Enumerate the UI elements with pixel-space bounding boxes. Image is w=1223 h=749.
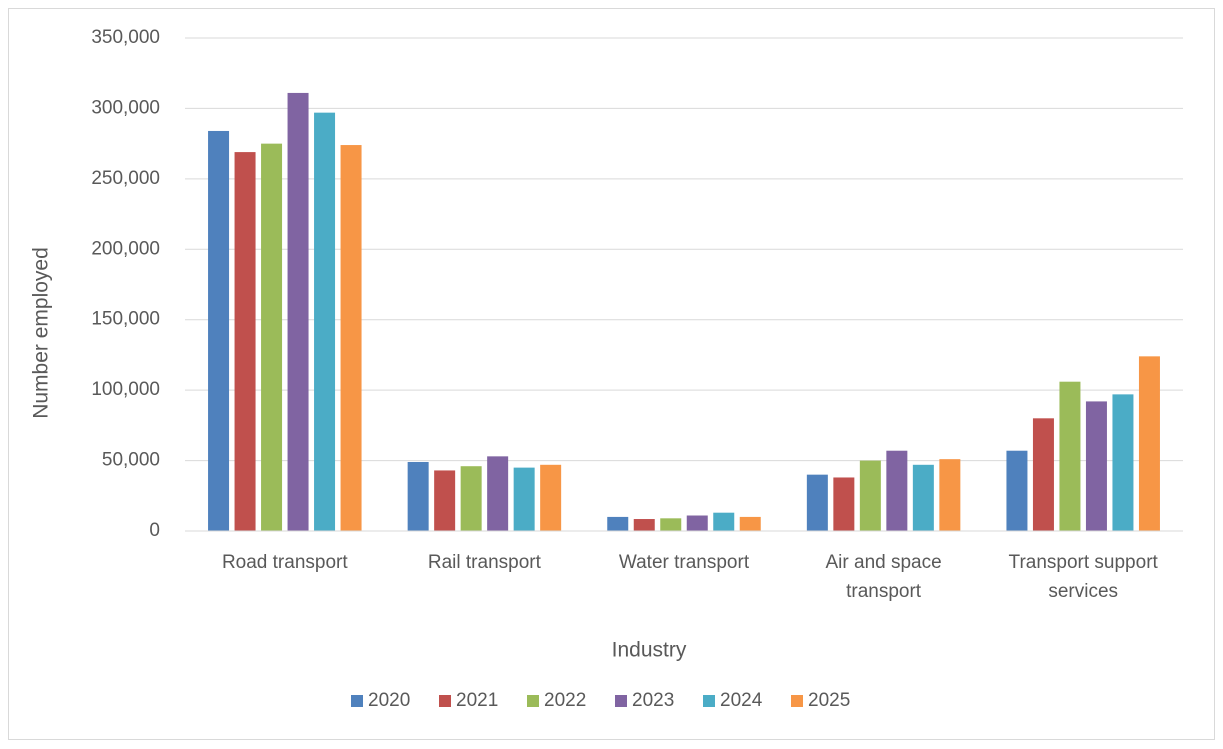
bar [1085, 401, 1107, 531]
bar [407, 461, 429, 531]
y-tick-label: 50,000 [102, 450, 160, 471]
bar [1138, 356, 1160, 531]
bar [314, 112, 336, 531]
legend-swatch [439, 695, 451, 707]
bar [713, 512, 735, 531]
bar [1006, 450, 1028, 531]
bar [208, 130, 230, 532]
legend-swatch [703, 695, 715, 707]
bar [886, 450, 908, 531]
bar [607, 516, 629, 531]
legend-swatch [527, 695, 539, 707]
y-tick-label: 350,000 [91, 27, 160, 48]
bar [739, 516, 761, 531]
bar [1112, 394, 1134, 531]
legend-swatch [791, 695, 803, 707]
bar [633, 519, 655, 531]
bar [287, 92, 309, 531]
legend-label: 2023 [632, 690, 674, 711]
bar [261, 143, 283, 531]
y-tick-label: 0 [149, 520, 160, 541]
legend-label: 2022 [544, 690, 586, 711]
bar [859, 460, 881, 531]
chart-border [8, 8, 1215, 740]
bar [833, 477, 855, 531]
bar [912, 464, 934, 531]
x-tick-label: Air and space transport [825, 552, 942, 602]
bar [487, 456, 509, 531]
bar [1032, 418, 1054, 531]
legend-label: 2021 [456, 690, 498, 711]
legend-label: 2025 [808, 690, 850, 711]
bar [460, 466, 482, 531]
y-tick-label: 200,000 [91, 238, 160, 259]
x-tick-label: Transport support services [1008, 552, 1158, 602]
bar [686, 515, 708, 531]
bar [1059, 381, 1081, 531]
y-tick-label: 250,000 [91, 168, 160, 189]
legend-label: 2020 [368, 690, 410, 711]
bar [660, 518, 682, 531]
legend-swatch [351, 695, 363, 707]
y-tick-label: 150,000 [91, 309, 160, 330]
y-tick-label: 100,000 [91, 379, 160, 400]
y-tick-label: 300,000 [91, 97, 160, 118]
bar [434, 470, 456, 531]
bar [234, 152, 256, 531]
bar [806, 474, 828, 531]
bar [513, 467, 535, 531]
legend-label: 2024 [720, 690, 763, 711]
bar [939, 459, 961, 531]
legend-swatch [615, 695, 627, 707]
x-axis-title: Industry [612, 639, 687, 662]
x-tick-label: Water transport [618, 552, 750, 573]
bar [540, 464, 562, 531]
y-axis-title: Number employed [30, 247, 53, 419]
x-tick-label: Road transport [221, 552, 348, 573]
x-tick-label: Rail transport [427, 552, 541, 573]
bar [340, 145, 362, 531]
